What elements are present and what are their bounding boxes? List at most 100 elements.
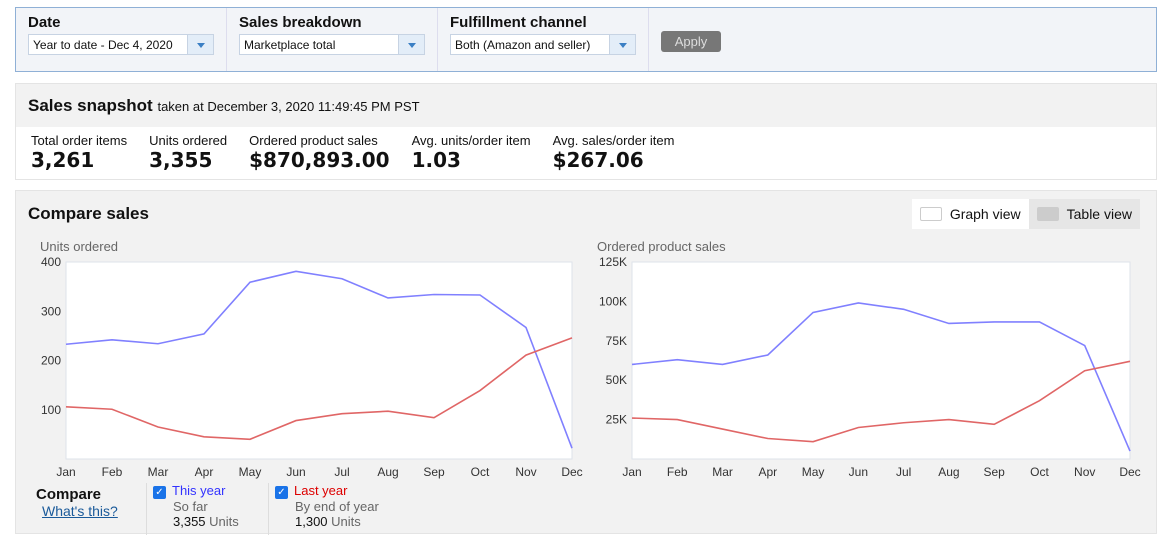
compare-legend-title: Compare [36,486,102,503]
last-year-sub: By end of year [295,499,379,514]
y-tick-label: 50K [606,373,627,387]
y-tick-label: 300 [41,304,61,318]
metric-value: 3,261 [31,148,95,172]
graph-view-label: Graph view [949,206,1021,222]
last-year-label: Last year [294,483,348,498]
x-tick-label: Oct [1030,465,1049,479]
view-toggle: Graph view Table view [911,199,1140,229]
y-tick-label: 200 [41,354,61,368]
chart-title-sales: Ordered product sales [597,239,726,254]
table-view-button[interactable]: Table view [1028,199,1140,229]
last-year-checkbox[interactable]: ✓ [275,486,288,499]
this-year-checkbox[interactable]: ✓ [153,486,166,499]
last-year-legend: ✓ Last year By end of year 1,300 Units [268,483,379,535]
filter-bar: Date Year to date - Dec 4, 2020 Sales br… [15,7,1157,72]
metric: Avg. sales/order item $267.06 [553,133,675,179]
breakdown-select[interactable]: Marketplace total [239,34,425,55]
metric: Ordered product sales $870,893.00 [249,133,389,179]
metric-label: Avg. units/order item [411,133,531,148]
plot-area [65,261,573,460]
chevron-down-icon [398,35,424,54]
this-year-total: 3,355 Units [173,514,239,529]
metric: Total order items 3,261 [31,133,127,179]
last-year-line [631,360,1131,443]
channel-value: Both (Amazon and seller) [455,38,591,52]
metric-label: Avg. sales/order item [552,133,675,148]
chevron-down-icon [187,35,213,54]
y-tick-label: 100K [599,294,627,308]
snapshot-heading: Sales snapshot taken at December 3, 2020… [16,84,1156,127]
x-tick-label: Feb [667,465,688,479]
this-year-label: This year [172,483,226,498]
x-tick-label: Jan [622,465,641,479]
breakdown-filter: Sales breakdown Marketplace total [227,8,438,71]
y-tick-label: 400 [41,255,61,269]
metric-value: $267.06 [552,148,644,172]
plot-area [631,261,1131,460]
breakdown-label: Sales breakdown [239,14,362,31]
this-year-legend: ✓ This year So far 3,355 Units [146,483,239,535]
last-year-line [65,337,573,441]
channel-filter: Fulfillment channel Both (Amazon and sel… [438,8,649,71]
x-tick-label: Jan [56,465,75,479]
this-year-sub: So far [173,499,208,514]
x-tick-label: Nov [1074,465,1095,479]
channel-select[interactable]: Both (Amazon and seller) [450,34,636,55]
metric-value: 1.03 [411,148,461,172]
compare-sales-panel: Compare sales Graph view Table view Unit… [15,190,1157,535]
x-tick-label: Jul [334,465,349,479]
y-tick-label: 125K [599,255,627,269]
breakdown-value: Marketplace total [244,38,336,52]
graph-view-button[interactable]: Graph view [911,199,1029,229]
metric-value: $870,893.00 [249,148,390,172]
x-tick-label: Dec [561,465,582,479]
x-tick-label: Mar [148,465,169,479]
x-tick-label: Sep [984,465,1006,479]
x-tick-label: Jun [849,465,868,479]
y-tick-label: 25K [606,413,627,427]
date-value: Year to date - Dec 4, 2020 [33,38,173,52]
x-tick-label: Aug [938,465,959,479]
snapshot-title: Sales snapshot [28,96,153,115]
x-tick-label: May [802,465,825,479]
metric: Units ordered 3,355 [149,133,227,179]
this-year-line [631,302,1131,452]
metric-label: Units ordered [149,133,228,148]
x-tick-label: Mar [712,465,733,479]
snapshot-time: taken at December 3, 2020 11:49:45 PM PS… [157,99,420,114]
channel-label: Fulfillment channel [450,14,587,31]
x-tick-label: Sep [423,465,445,479]
charts: 400 300 200 100 Jan Feb Mar Apr May Jun Jul Aug Sep O… [41,255,1141,479]
whats-this-link[interactable]: What's this? [42,503,118,519]
date-select[interactable]: Year to date - Dec 4, 2020 [28,34,214,55]
metric-value: 3,355 [149,148,213,172]
x-tick-label: Jun [286,465,305,479]
this-year-line [65,270,573,449]
x-tick-label: Nov [515,465,536,479]
table-view-label: Table view [1066,206,1132,222]
apply-button[interactable]: Apply [661,31,721,52]
y-tick-label: 100 [41,403,61,417]
metrics-row: Total order items 3,261 Units ordered 3,355… [16,127,1156,179]
sales-snapshot: Sales snapshot taken at December 3, 2020… [15,83,1157,180]
x-tick-label: Oct [471,465,490,479]
x-tick-label: Apr [758,465,777,479]
metric-label: Total order items [31,133,128,148]
chevron-down-icon [609,35,635,54]
last-year-total: 1,300 Units [295,514,361,529]
y-tick-label: 75K [606,334,627,348]
x-tick-label: Jul [896,465,911,479]
x-tick-label: Apr [195,465,214,479]
compare-title: Compare sales [28,204,149,223]
chart-title-units: Units ordered [40,239,119,254]
x-tick-label: May [239,465,262,479]
metric: Avg. units/order item 1.03 [412,133,531,179]
x-tick-label: Aug [377,465,398,479]
table-icon [1036,207,1059,221]
compare-legend: Compare What's this? [36,486,118,519]
date-label: Date [28,14,61,31]
x-tick-label: Dec [1119,465,1140,479]
x-tick-label: Feb [102,465,123,479]
metric-label: Ordered product sales [249,133,378,148]
line-chart-icon [919,207,942,221]
